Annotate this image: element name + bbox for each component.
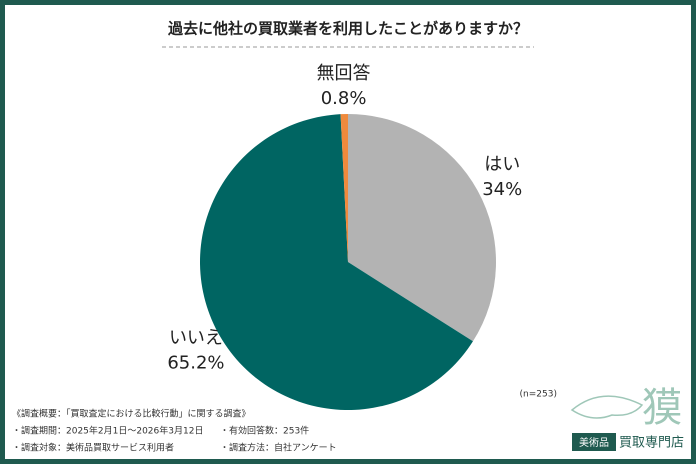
- survey-count: ・有効回答数：253件: [220, 425, 309, 437]
- pie-slice: [200, 114, 473, 411]
- slice-value: 34%: [482, 179, 522, 200]
- slice-label: いいえ: [169, 328, 223, 349]
- survey-period: ・調査期間：2025年2月1日～2026年3月12日: [12, 425, 203, 437]
- survey-target: ・調査対象：美術品買取サービス利用者: [12, 442, 174, 454]
- survey-method: ・調査方法：自社アンケート: [220, 442, 337, 454]
- logo-badge-text: 美術品: [579, 436, 609, 449]
- sample-note: (n=253): [520, 390, 557, 400]
- pie-slice: [348, 114, 496, 342]
- pie-slice: [340, 114, 348, 262]
- logo-icon: [570, 395, 644, 419]
- logo-mark: 獏: [642, 385, 682, 431]
- pie: はい 34% いいえ 65.2% 無回答 0.8%: [167, 63, 522, 411]
- slice-label: はい: [484, 154, 520, 175]
- slice-label: 無回答: [317, 63, 371, 84]
- survey-heading: 《調査概要：「買取査定における比較行動」に関する調査》: [12, 408, 251, 420]
- logo-text: 買取専門店: [619, 436, 684, 451]
- logo-badge: [572, 433, 616, 451]
- slice-value: 65.2%: [167, 353, 224, 374]
- chart-title: 過去に他社の買取業者を利用したことがありますか？: [167, 20, 528, 38]
- slice-value: 0.8%: [321, 88, 367, 109]
